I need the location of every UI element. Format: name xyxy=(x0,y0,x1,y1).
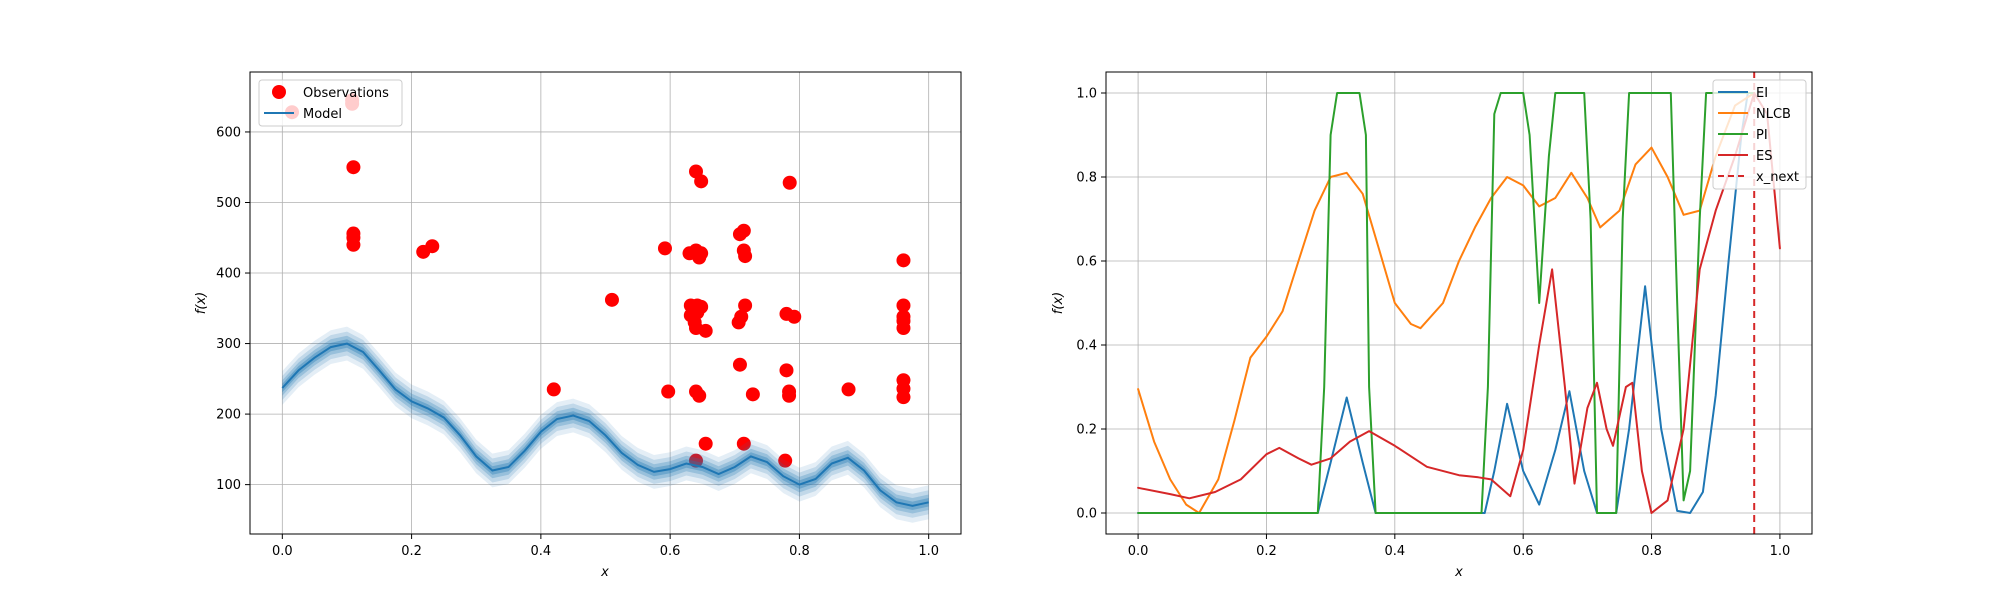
legend-x-next-label: x_next xyxy=(1756,170,1799,185)
left-xtick-label: 0.2 xyxy=(401,544,422,559)
legend-model-label: Model xyxy=(303,107,342,122)
legend-nlcb-label: NLCB xyxy=(1756,107,1791,122)
observation-point xyxy=(779,363,794,378)
observation-point xyxy=(745,387,760,402)
legend-es-label: ES xyxy=(1756,149,1772,164)
observation-point xyxy=(346,160,361,175)
observation-point xyxy=(732,357,747,372)
observation-point xyxy=(778,453,793,468)
observation-point xyxy=(896,321,911,336)
right-xtick-label: 0.4 xyxy=(1384,544,1405,559)
right-plot-xlabel: x xyxy=(1454,565,1463,580)
left-ytick-label: 100 xyxy=(216,478,241,493)
model-uncertainty-band xyxy=(282,326,929,523)
right-plot-ylabel: f(x) xyxy=(1051,292,1066,314)
left-ytick-label: 300 xyxy=(216,337,241,352)
observation-point xyxy=(731,315,746,330)
left-xtick-label: 0.8 xyxy=(789,544,810,559)
right-plot: 0.0 0.2 0.4 0.6 0.8 1.0 0.0 0.2 0.4 0.6 0.8 1.0 x f… xyxy=(1051,71,1813,580)
right-ytick-label: 1.0 xyxy=(1076,87,1097,102)
observation-point xyxy=(738,298,753,313)
observation-point xyxy=(787,309,802,324)
observation-point xyxy=(738,249,753,264)
model-uncertainty-band xyxy=(282,335,929,514)
observation-point xyxy=(698,323,713,338)
observation-point xyxy=(782,384,797,399)
right-legend: EI NLCB PI ES x_next xyxy=(1712,79,1807,190)
left-legend: Observations Model xyxy=(258,79,403,127)
left-plot-grid xyxy=(250,72,961,534)
observation-point xyxy=(346,237,361,252)
left-xtick-label: 0.4 xyxy=(531,544,552,559)
left-ytick-label: 400 xyxy=(216,267,241,282)
right-plot-grid xyxy=(1106,72,1812,534)
left-plot: 0.0 0.2 0.4 0.6 0.8 1.0 100 200 300 400 500 600 x f… xyxy=(194,71,962,580)
left-plot-xlabel: x xyxy=(600,565,609,580)
legend-observations-marker xyxy=(272,85,286,99)
left-xtick-label: 0.6 xyxy=(660,544,681,559)
ei-line xyxy=(1137,92,1756,514)
legend-observations-label: Observations xyxy=(303,86,389,101)
left-ytick-label: 500 xyxy=(216,196,241,211)
right-xtick-label: 0.0 xyxy=(1128,544,1149,559)
observation-point xyxy=(782,175,797,190)
observation-point xyxy=(661,384,676,399)
left-xtick-label: 0.0 xyxy=(272,544,293,559)
right-ytick-label: 0.6 xyxy=(1076,255,1097,270)
observation-point xyxy=(425,239,440,254)
observation-point xyxy=(698,436,713,451)
left-ytick-label: 600 xyxy=(216,125,241,140)
observation-point xyxy=(896,253,911,268)
left-plot-ticks: 0.0 0.2 0.4 0.6 0.8 1.0 100 200 300 400 500 600 xyxy=(216,125,939,559)
observation-point xyxy=(657,241,672,256)
left-legend-box xyxy=(258,79,403,127)
observation-point xyxy=(736,223,751,238)
nlcb-line xyxy=(1137,92,1756,514)
legend-pi-label: PI xyxy=(1756,128,1768,143)
right-plot-series xyxy=(1137,72,1781,534)
left-plot-frame xyxy=(249,71,962,535)
observation-point xyxy=(896,298,911,313)
right-xtick-label: 0.8 xyxy=(1641,544,1662,559)
right-plot-ticks: 0.0 0.2 0.4 0.6 0.8 1.0 0.0 0.2 0.4 0.6 0.8 1.0 xyxy=(1076,87,1790,560)
left-ytick-label: 200 xyxy=(216,408,241,423)
right-xtick-label: 1.0 xyxy=(1770,544,1791,559)
right-plot-frame xyxy=(1105,71,1813,535)
observation-point xyxy=(546,382,561,397)
observation-point xyxy=(841,382,856,397)
observation-point xyxy=(896,390,911,405)
right-ytick-label: 0.8 xyxy=(1076,171,1097,186)
observation-point xyxy=(736,436,751,451)
model-line xyxy=(281,342,929,507)
right-xtick-label: 0.2 xyxy=(1256,544,1277,559)
left-plot-series xyxy=(281,93,929,523)
legend-ei-label: EI xyxy=(1756,86,1768,101)
left-xtick-label: 1.0 xyxy=(918,544,939,559)
left-plot-background xyxy=(250,72,961,534)
observation-point xyxy=(694,246,709,261)
es-line xyxy=(1137,92,1781,514)
observation-point xyxy=(694,174,709,189)
right-ytick-label: 0.2 xyxy=(1076,423,1097,438)
right-ytick-label: 0.0 xyxy=(1076,507,1097,522)
right-xtick-label: 0.6 xyxy=(1513,544,1534,559)
model-uncertainty-band xyxy=(282,331,929,518)
observation-point xyxy=(692,388,707,403)
right-ytick-label: 0.4 xyxy=(1076,339,1097,354)
right-legend-box xyxy=(1712,79,1807,190)
left-plot-ylabel: f(x) xyxy=(194,292,209,314)
observation-point xyxy=(604,292,619,307)
pi-line xyxy=(1137,92,1756,514)
